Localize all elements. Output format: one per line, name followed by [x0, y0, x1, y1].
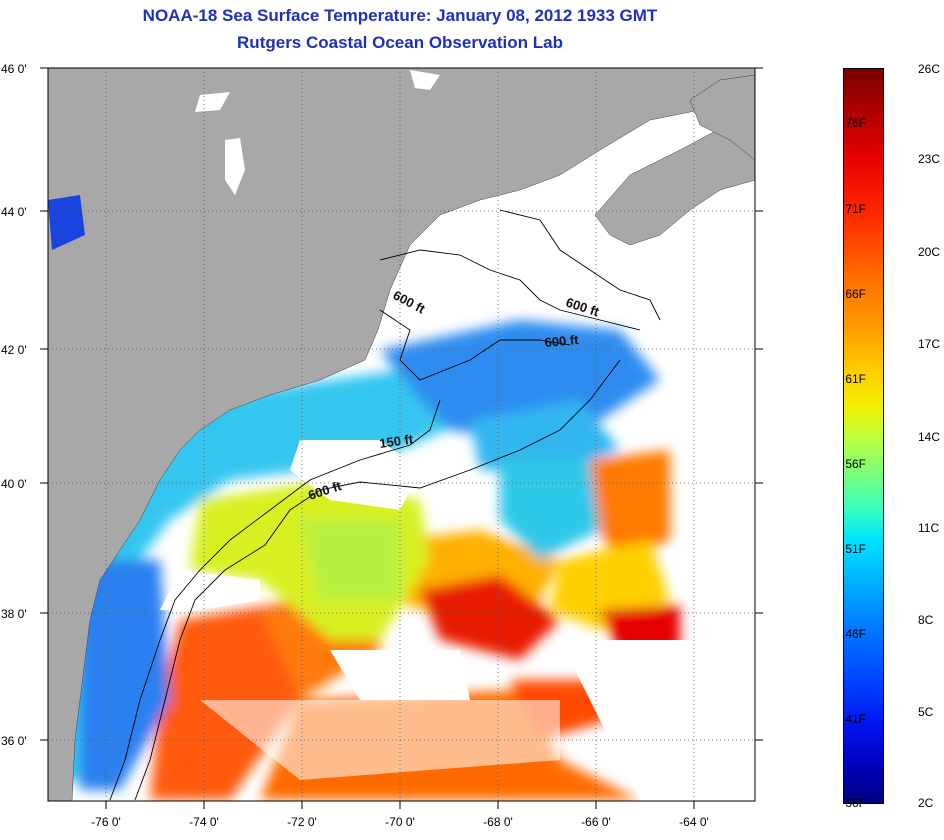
colorbar-f-label: 76F — [845, 116, 866, 130]
axis-ticks — [40, 67, 763, 809]
lon-label-72: -72 0' — [287, 815, 317, 829]
land — [48, 68, 755, 801]
lat-label-38: 38 0' — [1, 607, 27, 621]
colorbar-c-label: 5C — [918, 705, 934, 719]
colorbar-f-label: 51F — [845, 542, 866, 556]
lon-label-70: -70 0' — [385, 815, 415, 829]
lat-label-36: 36 0' — [1, 734, 27, 748]
bathymetry-contours — [109, 209, 661, 801]
colorbar-f-label: 71F — [845, 202, 866, 216]
lat-label-42: 42 0' — [1, 343, 27, 357]
lon-label-76: -76 0' — [91, 815, 121, 829]
colorbar-f-label: 61F — [845, 372, 866, 386]
map-content: 600 ft 600 ft 600 ft 150 ft 600 ft — [48, 68, 755, 801]
contour-label-600ft-gulf: 600 ft — [544, 332, 580, 350]
page-title: NOAA-18 Sea Surface Temperature: January… — [142, 6, 658, 25]
colorbar-f-label: 46F — [845, 627, 866, 641]
cloud-mask — [160, 440, 700, 800]
lon-label-64: -64 0' — [679, 815, 709, 829]
colorbar-c-label: 20C — [918, 245, 941, 259]
colorbar-c-label: 14C — [918, 430, 941, 444]
colorbar-f-label: 56F — [845, 457, 866, 471]
colorbar-f-label: 66F — [845, 287, 866, 301]
temperature-colorbar — [843, 68, 884, 804]
colorbar-c-label: 23C — [918, 152, 941, 166]
colorbar-c-label: 17C — [918, 337, 941, 351]
lat-label-44: 44 0' — [1, 205, 27, 219]
colorbar-c-label: 2C — [918, 796, 934, 810]
colorbar-c-label: 26C — [918, 62, 941, 76]
colorbar-c-label: 11C — [918, 521, 940, 535]
colorbar-c-label: 8C — [918, 613, 934, 627]
lat-label-46: 46 0' — [1, 62, 27, 76]
colorbar-f-label: 41F — [845, 712, 866, 726]
lon-label-68: -68 0' — [483, 815, 513, 829]
lon-label-74: -74 0' — [189, 815, 219, 829]
lon-label-66: -66 0' — [581, 815, 611, 829]
lat-label-40: 40 0' — [1, 477, 27, 491]
contour-label-150ft: 150 ft — [378, 431, 414, 451]
colorbar-f-label: 36F — [845, 796, 866, 810]
map-frame — [47, 67, 756, 802]
page-subtitle: Rutgers Coastal Ocean Observation Lab — [237, 33, 563, 52]
